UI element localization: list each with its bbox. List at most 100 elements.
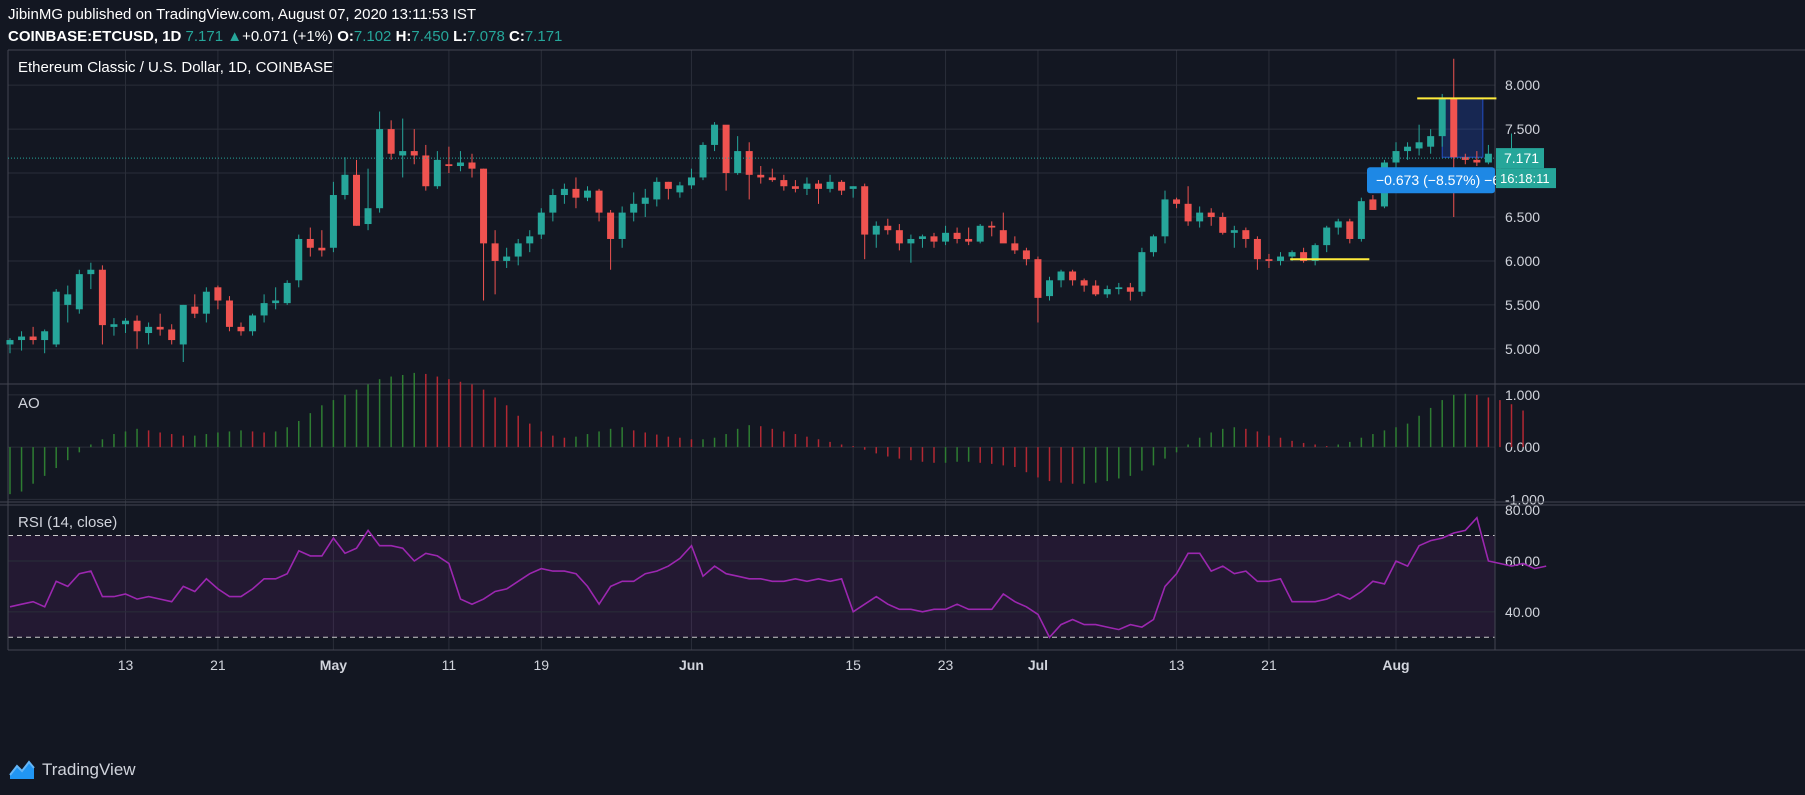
- candle: [1277, 252, 1284, 266]
- candle-body: [1149, 236, 1157, 253]
- symbol-ohlc-line: COINBASE:ETCUSD, 1D 7.171 ▲+0.071 (+1%) …: [8, 28, 562, 45]
- candle-body: [826, 181, 834, 189]
- candle: [1404, 142, 1412, 160]
- candle-body: [52, 291, 60, 345]
- ao-bar: [1025, 447, 1028, 473]
- ao-bar: [656, 434, 658, 448]
- candle-body: [491, 243, 499, 261]
- tradingview-brand[interactable]: TradingView: [8, 759, 136, 781]
- candle: [1311, 243, 1319, 266]
- ao-bar: [933, 447, 935, 463]
- candle: [29, 326, 37, 345]
- candle-body: [1173, 199, 1181, 204]
- candle: [872, 221, 880, 248]
- ao-bar: [1406, 423, 1409, 448]
- ao-bar: [1164, 447, 1166, 459]
- candle-body: [1069, 271, 1077, 281]
- ao-bar: [309, 413, 312, 448]
- candle: [1438, 93, 1446, 147]
- ao-bar: [55, 447, 57, 469]
- ao-bar: [667, 436, 670, 448]
- ao-bar: [124, 431, 127, 448]
- open-label: O:: [337, 28, 354, 45]
- candle-body: [1080, 280, 1088, 286]
- candle-body: [1427, 136, 1435, 147]
- candle: [1415, 124, 1423, 156]
- candle-body: [306, 238, 314, 248]
- candle-body: [1253, 238, 1261, 260]
- candle: [341, 157, 349, 200]
- ao-bar: [413, 372, 415, 448]
- low-value: 7.078: [467, 28, 505, 45]
- candle-body: [6, 340, 14, 345]
- ao-bar: [1106, 447, 1108, 482]
- candle: [1207, 208, 1215, 226]
- ao-bar: [32, 447, 34, 484]
- last-price-tag: [1496, 148, 1544, 169]
- candle-body: [1184, 203, 1192, 222]
- candle: [722, 124, 730, 191]
- candle: [1346, 218, 1354, 244]
- candle-body: [1438, 98, 1446, 137]
- ao-bar: [863, 447, 866, 450]
- price-pane-title: Ethereum Classic / U.S. Dollar, 1D, COIN…: [18, 59, 333, 76]
- ao-bar: [1302, 442, 1305, 448]
- candle: [1242, 227, 1250, 248]
- candle-body: [18, 336, 26, 341]
- ao-bar: [1510, 404, 1513, 448]
- candle: [1138, 247, 1146, 297]
- candle: [1173, 197, 1181, 209]
- candle: [1022, 247, 1030, 266]
- candle-body: [341, 174, 349, 196]
- ao-bar: [817, 439, 820, 448]
- ao-bar: [1071, 447, 1074, 484]
- candle-body: [1311, 245, 1319, 261]
- candle: [249, 313, 257, 336]
- candle-body: [942, 232, 950, 242]
- candle-body: [641, 197, 649, 204]
- symbol-label[interactable]: COINBASE:ETCUSD, 1D: [8, 28, 182, 45]
- candle-body: [791, 186, 799, 189]
- rsi-line: [9, 516, 1547, 639]
- candle: [1300, 247, 1308, 263]
- x-tick-label: 21: [210, 657, 226, 673]
- candle-body: [953, 232, 961, 239]
- candle: [676, 181, 684, 198]
- rsi-pane-title: RSI (14, close): [18, 514, 117, 531]
- candle: [1392, 142, 1400, 169]
- candle-body: [1057, 271, 1065, 281]
- candle-body: [1369, 199, 1377, 210]
- candle: [1196, 206, 1204, 228]
- ao-bar: [1198, 437, 1201, 448]
- ao-bar: [887, 447, 889, 457]
- candle-body: [630, 203, 638, 213]
- high-label: H:: [395, 28, 412, 45]
- ao-bar: [1395, 427, 1397, 448]
- candle-body: [1334, 221, 1342, 228]
- ao-bar: [829, 441, 831, 448]
- candle: [1046, 276, 1053, 301]
- ao-bar: [1360, 437, 1363, 448]
- x-tick-label: 19: [534, 657, 550, 673]
- ao-bar: [609, 428, 612, 448]
- last-price: 7.171: [185, 28, 224, 45]
- up-triangle-icon: ▲: [227, 28, 243, 45]
- candle: [1473, 151, 1481, 167]
- candle-body: [849, 186, 857, 189]
- candle-body: [1103, 289, 1111, 295]
- ao-bar: [367, 384, 369, 448]
- candle-body: [537, 212, 545, 235]
- candle: [64, 285, 72, 323]
- ao-bar: [459, 381, 462, 448]
- candle: [318, 230, 326, 257]
- candle: [618, 206, 626, 248]
- ao-bar: [1233, 427, 1236, 448]
- ao-bar: [1118, 447, 1120, 479]
- ao-bar: [332, 400, 335, 448]
- candle-body: [514, 243, 522, 257]
- price-axis-label: 6.000: [1505, 253, 1540, 269]
- candle: [988, 221, 996, 237]
- ao-axis-label: -1.000: [1505, 491, 1545, 507]
- candle-body: [237, 326, 245, 332]
